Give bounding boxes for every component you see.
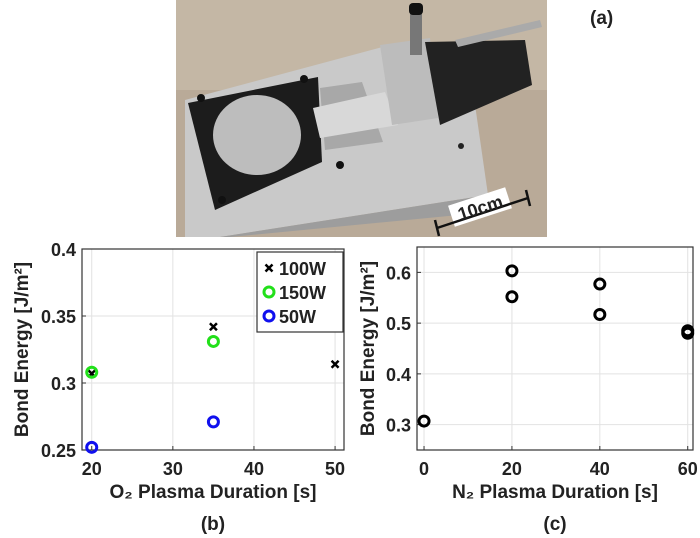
- data-point: [330, 359, 340, 369]
- chart-c: 0 20 40 60 0.3 0.4 0.5 0.6 N₂ Plasma Duration [s…: [358, 246, 698, 535]
- data-point: [417, 414, 431, 428]
- data-point: [206, 415, 220, 429]
- x-tick-label: 60: [678, 459, 698, 479]
- y-tick-label: 0.5: [386, 314, 411, 334]
- legend-marker: [264, 263, 274, 273]
- data-point: [593, 307, 607, 321]
- plot-frame: [81, 248, 345, 451]
- y-axis-label: Bond Energy [J/m²]: [12, 262, 33, 437]
- circular-opening: [213, 95, 301, 175]
- legend-entry: 100W: [279, 259, 326, 279]
- translation-stage: [425, 40, 532, 125]
- x-tick-label: 30: [163, 459, 183, 479]
- y-tick-label: 0.3: [51, 374, 76, 394]
- data-point: [85, 440, 99, 454]
- data-point: [505, 264, 519, 278]
- data-point: [209, 322, 218, 332]
- panel-label: (c): [543, 514, 566, 535]
- legend-entry: 50W: [279, 307, 316, 327]
- y-tick-label: 0.4: [51, 240, 76, 260]
- x-tick-label: 40: [590, 459, 610, 479]
- data-point: [593, 277, 607, 291]
- panel-a-label: (a): [590, 8, 613, 29]
- data-point: [681, 326, 695, 340]
- y-tick-label: 0.3: [386, 416, 411, 436]
- x-tick-label: 40: [244, 459, 264, 479]
- apparatus-photo: [176, 0, 547, 237]
- knob: [409, 3, 423, 15]
- plot-area: [417, 247, 693, 450]
- legend-entry: 150W: [279, 283, 326, 303]
- micrometer: [455, 20, 542, 47]
- data-point: [206, 334, 220, 348]
- legend-marker: [262, 309, 276, 323]
- clamp-block: [380, 38, 438, 125]
- x-tick-label: 50: [325, 459, 345, 479]
- x-axis-label: N₂ Plasma Duration [s]: [452, 482, 658, 503]
- y-tick-label: 0.25: [41, 441, 76, 461]
- y-tick-label: 0.6: [386, 263, 411, 283]
- x-tick-label: 20: [82, 459, 102, 479]
- x-tick-label: 0: [419, 459, 429, 479]
- sample-holder: [313, 92, 398, 138]
- y-axis-label: Bond Energy [J/m²]: [358, 261, 379, 436]
- y-tick-label: 0.4: [386, 365, 411, 385]
- panel-label: (b): [201, 514, 225, 535]
- x-tick-label: 20: [502, 459, 522, 479]
- data-point: [85, 365, 99, 379]
- legend-marker: [262, 285, 276, 299]
- plot-frame: [416, 246, 694, 451]
- chart-b: 20 30 40 50 0.25 0.3 0.35 0.4 O₂ Plasma Duration…: [12, 240, 345, 535]
- x-axis-label: O₂ Plasma Duration [s]: [110, 482, 317, 503]
- data-point: [505, 290, 519, 304]
- y-tick-label: 0.35: [41, 307, 76, 327]
